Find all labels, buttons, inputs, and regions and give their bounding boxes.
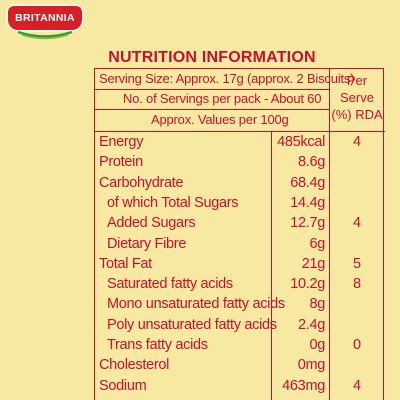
serving-size-text: Serving Size: Approx. 17g (approx. 2 Bis… <box>99 71 355 86</box>
nutrient-value: 0g <box>309 337 325 353</box>
nutrient-name: of which Total Sugars <box>107 194 239 211</box>
nutrient-row: Cholesterol 0mg <box>95 357 385 377</box>
logo-text: BRITANNIA <box>15 12 75 24</box>
nutrient-value: 485kcal <box>277 134 325 150</box>
nutrient-row: Protein 8.6g <box>95 154 385 174</box>
nutrition-title: NUTRITION INFORMATION <box>108 49 316 66</box>
nutrient-row: Sodium 463mg 4 <box>95 378 385 398</box>
logo-swoosh-icon <box>17 30 73 40</box>
nutrient-row: Carbohydrate 68.4g <box>95 175 385 195</box>
nutrient-row: Saturated fatty acids 10.2g 8 <box>95 276 385 296</box>
values-per-text: Approx. Values per 100g <box>151 112 289 127</box>
nutrient-name: Mono unsaturated fatty acids <box>107 296 285 313</box>
nutrient-name: Poly unsaturated fatty acids <box>107 316 277 333</box>
nutrient-value: 0mg <box>297 357 326 374</box>
rda-header-line1: Per <box>346 73 368 88</box>
nutrient-rda: 4 <box>352 215 362 232</box>
rda-column-divider <box>329 69 331 400</box>
rda-header-line2: Serve <box>340 90 374 105</box>
nutrient-name: Added Sugars <box>107 215 196 232</box>
nutrient-rda: 8 <box>352 276 362 293</box>
header-divider-2 <box>95 109 329 111</box>
nutrient-rda: 0 <box>352 337 362 353</box>
nutrient-value: 12.7g <box>290 215 325 232</box>
nutrient-name: Total Fat <box>99 255 152 272</box>
nutrient-value: 21g <box>301 255 326 272</box>
nutrient-value: 8g <box>309 296 325 313</box>
nutrient-name: Trans fatty acids <box>107 337 208 353</box>
nutrient-row: Poly unsaturated fatty acids 2.4g <box>95 317 385 337</box>
header-bottom-divider <box>95 131 385 133</box>
nutrient-name: Energy <box>99 134 144 150</box>
nutrient-name: Dietary Fibre <box>107 235 187 252</box>
servings-per-pack-text: No. of Servings per pack - About 60 <box>123 91 322 106</box>
nutrient-rda: 5 <box>352 255 362 272</box>
header-divider-1 <box>95 89 329 91</box>
nutrient-name: Saturated fatty acids <box>107 276 233 293</box>
nutrient-row: of which Total Sugars 14.4g <box>95 195 385 215</box>
nutrition-table: Serving Size: Approx. 17g (approx. 2 Bis… <box>94 68 385 400</box>
nutrient-value: 2.4g <box>297 316 325 333</box>
nutrient-name: Cholesterol <box>99 357 170 374</box>
nutrient-name: Protein <box>99 154 143 171</box>
value-column-divider <box>271 131 273 400</box>
nutrient-rda: 4 <box>352 377 362 394</box>
nutrient-value: 10.2g <box>290 276 325 293</box>
nutrient-row: Mono unsaturated fatty acids 8g <box>95 296 385 316</box>
britannia-logo: BRITANNIA <box>8 6 82 30</box>
rda-header: Per Serve (%) RDA <box>331 72 383 123</box>
nutrient-row: Dietary Fibre 6g <box>95 236 385 256</box>
nutrient-name: Carbohydrate <box>99 174 184 191</box>
nutrient-name: Sodium <box>99 377 147 394</box>
nutrient-value: 68.4g <box>290 174 325 191</box>
nutrient-value: 6g <box>309 235 325 252</box>
nutrient-row: Energy 485kcal 4 <box>95 134 385 154</box>
nutrient-value: 14.4g <box>290 194 325 211</box>
nutrient-value: 8.6g <box>297 154 325 171</box>
nutrient-row: Added Sugars 12.7g 4 <box>95 215 385 235</box>
nutrient-value: 463mg <box>282 377 325 394</box>
nutrient-rda: 4 <box>352 134 362 150</box>
nutrient-row: Total Fat 21g 5 <box>95 256 385 276</box>
rda-header-line3: (%) RDA <box>331 107 383 122</box>
nutrient-row: Trans fatty acids 0g 0 <box>95 337 385 357</box>
